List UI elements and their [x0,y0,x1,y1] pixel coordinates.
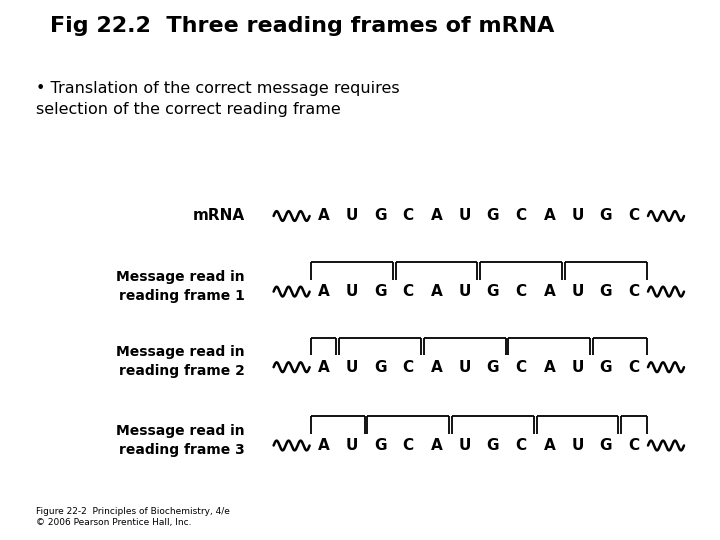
Text: U: U [571,360,584,375]
Text: U: U [459,360,471,375]
Text: C: C [516,284,526,299]
Text: Message read in
reading frame 2: Message read in reading frame 2 [116,345,245,379]
Text: C: C [516,438,526,453]
Text: A: A [544,208,555,224]
Text: U: U [346,284,358,299]
Text: G: G [487,438,499,453]
Text: A: A [318,284,330,299]
Text: U: U [459,438,471,453]
Text: G: G [600,208,612,224]
Text: U: U [571,284,584,299]
Text: A: A [318,208,330,224]
Text: A: A [318,360,330,375]
Text: G: G [600,284,612,299]
Text: A: A [431,438,442,453]
Text: G: G [374,208,387,224]
Text: U: U [571,208,584,224]
Text: U: U [459,284,471,299]
Text: C: C [629,208,639,224]
Text: U: U [346,360,358,375]
Text: mRNA: mRNA [193,208,245,224]
Text: Message read in
reading frame 1: Message read in reading frame 1 [116,269,245,303]
Text: G: G [374,360,387,375]
Text: A: A [318,438,330,453]
Text: G: G [487,360,499,375]
Text: C: C [516,360,526,375]
Text: A: A [431,360,442,375]
Text: G: G [487,208,499,224]
Text: Message read in
reading frame 3: Message read in reading frame 3 [116,423,245,457]
Text: A: A [431,208,442,224]
Text: Fig 22.2  Three reading frames of mRNA: Fig 22.2 Three reading frames of mRNA [50,16,555,36]
Text: G: G [600,360,612,375]
Text: A: A [544,360,555,375]
Text: U: U [459,208,471,224]
Text: A: A [544,284,555,299]
Text: C: C [402,360,414,375]
Text: C: C [629,360,639,375]
Text: C: C [402,208,414,224]
Text: G: G [374,438,387,453]
Text: G: G [600,438,612,453]
Text: Figure 22-2  Principles of Biochemistry, 4/e
© 2006 Pearson Prentice Hall, Inc.: Figure 22-2 Principles of Biochemistry, … [36,507,230,526]
Text: U: U [346,438,358,453]
Text: C: C [629,284,639,299]
Text: U: U [571,438,584,453]
Text: G: G [374,284,387,299]
Text: C: C [402,284,414,299]
Text: U: U [346,208,358,224]
Text: C: C [516,208,526,224]
Text: C: C [629,438,639,453]
Text: G: G [487,284,499,299]
Text: C: C [402,438,414,453]
Text: • Translation of the correct message requires
selection of the correct reading f: • Translation of the correct message req… [36,81,400,117]
Text: A: A [431,284,442,299]
Text: A: A [544,438,555,453]
